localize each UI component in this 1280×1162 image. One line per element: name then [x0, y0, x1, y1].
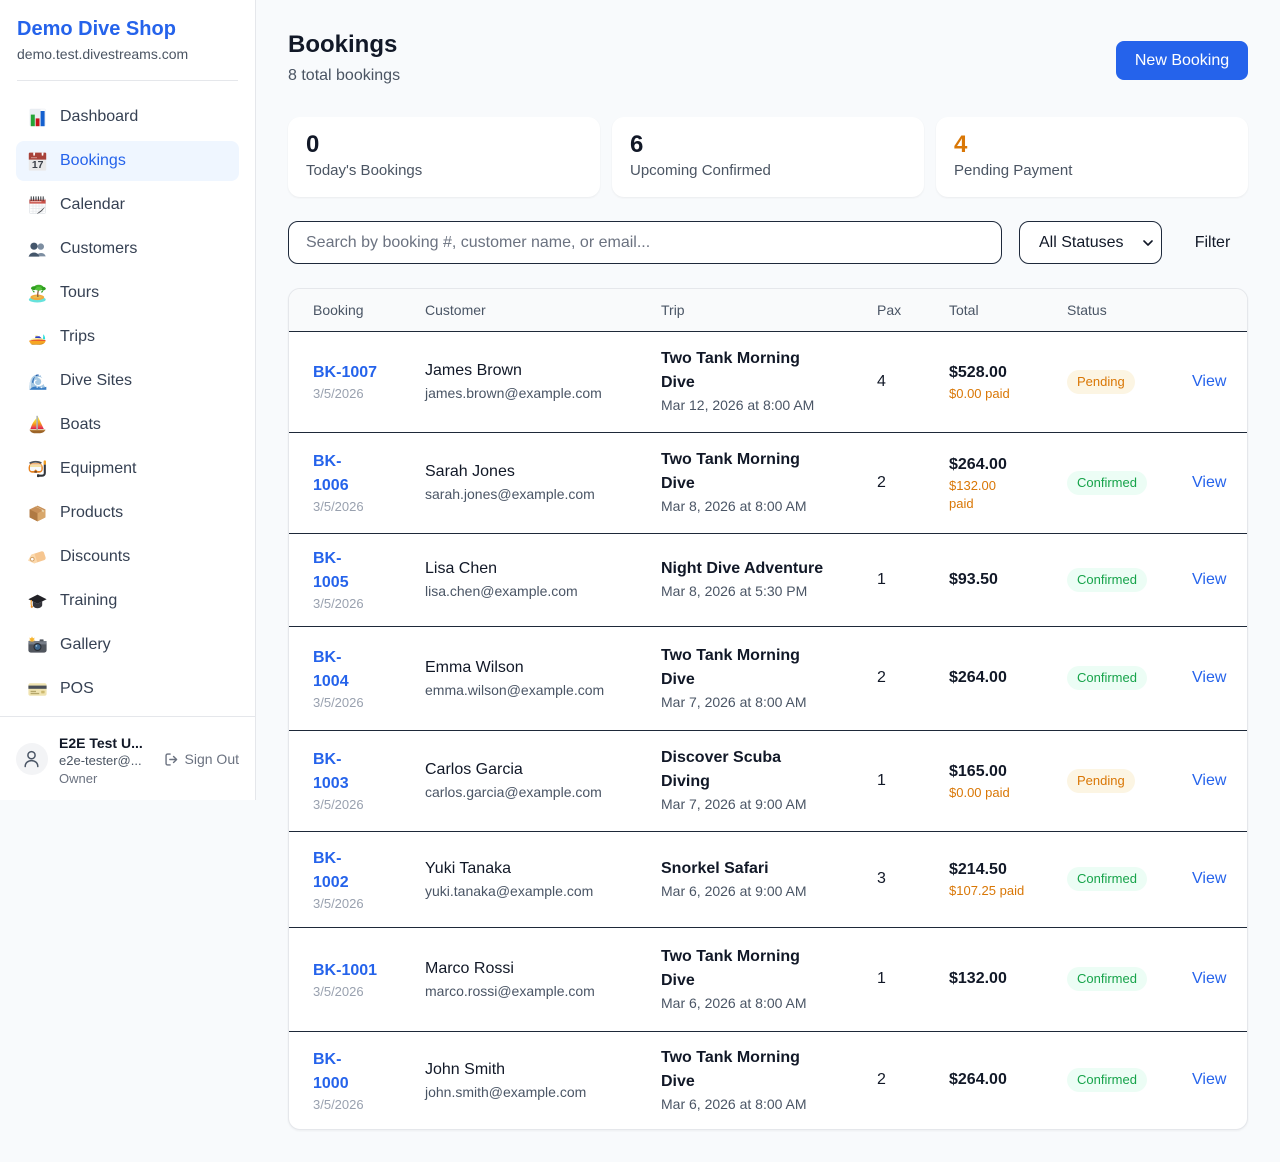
svg-text:17: 17: [32, 159, 44, 171]
